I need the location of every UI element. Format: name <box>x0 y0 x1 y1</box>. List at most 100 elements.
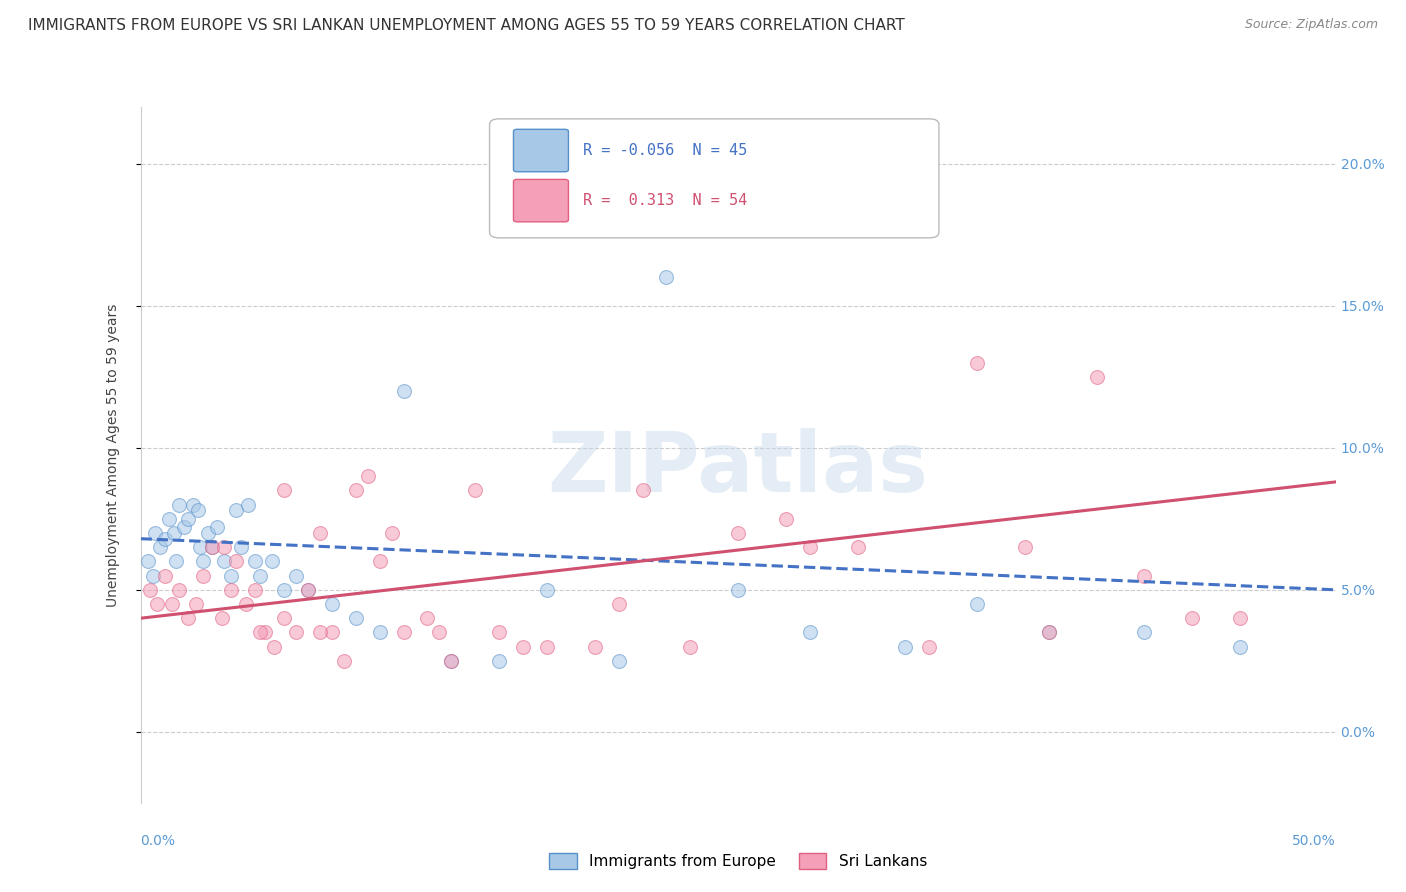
Point <box>368 554 391 568</box>
Point <box>1133 568 1156 582</box>
Point <box>153 532 176 546</box>
Point <box>309 625 332 640</box>
Point <box>631 483 654 498</box>
Point <box>679 640 702 654</box>
Point <box>392 625 415 640</box>
Point <box>197 526 219 541</box>
Point <box>229 540 252 554</box>
Point <box>235 597 257 611</box>
Point <box>221 568 243 582</box>
Point <box>321 597 343 611</box>
Point <box>344 483 367 498</box>
Point <box>139 582 162 597</box>
Point <box>655 270 678 285</box>
Text: Source: ZipAtlas.com: Source: ZipAtlas.com <box>1244 18 1378 31</box>
Point <box>211 611 233 625</box>
Point <box>416 611 439 625</box>
Point <box>380 526 404 541</box>
Point <box>1133 625 1156 640</box>
Point <box>309 526 332 541</box>
FancyBboxPatch shape <box>513 179 568 222</box>
Point <box>136 554 159 568</box>
Point <box>167 498 190 512</box>
Point <box>583 640 606 654</box>
Point <box>245 554 267 568</box>
Point <box>221 582 243 597</box>
Point <box>464 483 486 498</box>
Point <box>263 640 285 654</box>
Point <box>368 625 391 640</box>
Point <box>173 520 195 534</box>
Point <box>297 582 319 597</box>
Point <box>188 540 212 554</box>
Point <box>177 512 200 526</box>
Point <box>846 540 869 554</box>
Point <box>799 625 821 640</box>
Point <box>225 554 247 568</box>
Point <box>775 512 797 526</box>
Point <box>297 582 319 597</box>
Point <box>187 503 209 517</box>
Text: 0.0%: 0.0% <box>141 834 176 848</box>
Point <box>205 520 228 534</box>
Point <box>488 625 510 640</box>
Point <box>143 526 166 541</box>
Point <box>236 498 260 512</box>
Point <box>201 540 224 554</box>
Point <box>249 568 271 582</box>
Point <box>727 526 749 541</box>
FancyBboxPatch shape <box>513 129 568 172</box>
Text: IMMIGRANTS FROM EUROPE VS SRI LANKAN UNEMPLOYMENT AMONG AGES 55 TO 59 YEARS CORR: IMMIGRANTS FROM EUROPE VS SRI LANKAN UNE… <box>28 18 905 33</box>
Point <box>536 640 558 654</box>
Y-axis label: Unemployment Among Ages 55 to 59 years: Unemployment Among Ages 55 to 59 years <box>105 303 120 607</box>
Point <box>1038 625 1060 640</box>
Point <box>191 554 214 568</box>
Point <box>284 625 308 640</box>
Point <box>607 654 630 668</box>
Point <box>1038 625 1060 640</box>
Point <box>160 597 183 611</box>
Point <box>245 582 267 597</box>
Point <box>1229 640 1251 654</box>
Point <box>273 582 295 597</box>
Point <box>167 582 190 597</box>
FancyBboxPatch shape <box>489 119 939 238</box>
Text: 50.0%: 50.0% <box>1292 834 1336 848</box>
Point <box>321 625 343 640</box>
Point <box>141 568 163 582</box>
Point <box>1181 611 1204 625</box>
Point <box>149 540 172 554</box>
Point <box>727 582 749 597</box>
Point <box>607 597 630 611</box>
Point <box>1085 369 1108 384</box>
Point <box>201 540 224 554</box>
Text: ZIPatlas: ZIPatlas <box>548 428 928 509</box>
Point <box>214 540 236 554</box>
Point <box>273 611 295 625</box>
Point <box>918 640 941 654</box>
Point <box>536 582 558 597</box>
Point <box>1229 611 1251 625</box>
Point <box>966 597 988 611</box>
Text: R = -0.056  N = 45: R = -0.056 N = 45 <box>583 143 747 158</box>
Point <box>163 526 186 541</box>
Point <box>488 654 510 668</box>
Point <box>214 554 236 568</box>
Point <box>181 498 204 512</box>
Point <box>284 568 308 582</box>
Point <box>253 625 276 640</box>
Point <box>799 540 821 554</box>
Point <box>184 597 207 611</box>
Point <box>440 654 463 668</box>
Point <box>273 483 295 498</box>
Point <box>392 384 415 398</box>
Point <box>333 654 356 668</box>
Point <box>153 568 176 582</box>
Legend: Immigrants from Europe, Sri Lankans: Immigrants from Europe, Sri Lankans <box>543 847 934 875</box>
Point <box>427 625 450 640</box>
Point <box>166 554 188 568</box>
Point <box>225 503 247 517</box>
Point <box>440 654 463 668</box>
Point <box>146 597 169 611</box>
Point <box>512 640 534 654</box>
